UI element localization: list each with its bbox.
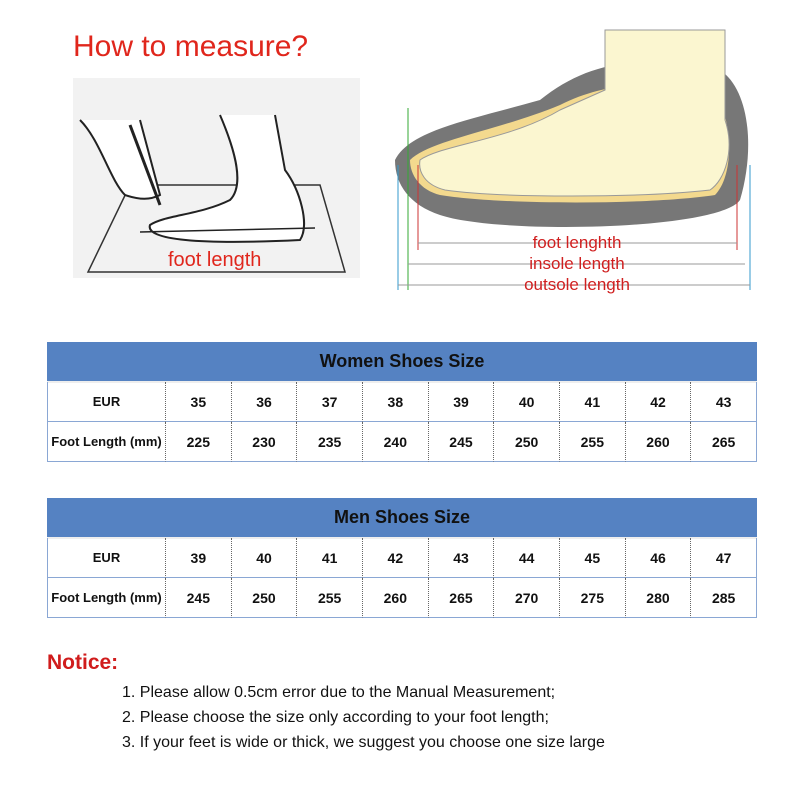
pencil — [128, 124, 162, 206]
table-cell: 280 — [625, 578, 692, 618]
foot-drawing — [148, 114, 305, 243]
table-cell: 275 — [560, 578, 626, 618]
table-cell: 41 — [560, 382, 626, 422]
notice-item: 3. If your feet is wide or thick, we sug… — [122, 734, 605, 751]
table-cell: 225 — [166, 422, 232, 462]
table-cell: 235 — [297, 422, 363, 462]
table-cell: 47 — [691, 538, 757, 578]
table-cell: 46 — [625, 538, 692, 578]
table-cell: 42 — [625, 382, 692, 422]
table-cell: EUR — [47, 382, 166, 422]
measure-label: insole length — [529, 254, 624, 273]
table-cell: 245 — [428, 422, 495, 462]
table-title: Men Shoes Size — [47, 498, 757, 539]
table-cell: 41 — [297, 538, 363, 578]
table-cell: 45 — [560, 538, 626, 578]
table-cell: 36 — [231, 382, 298, 422]
left-label: foot length — [168, 249, 261, 271]
measure-line — [139, 227, 316, 233]
table-cell: 255 — [297, 578, 363, 618]
table-cell: 43 — [691, 382, 757, 422]
hand-drawing — [79, 119, 162, 200]
table-cell: 265 — [691, 422, 757, 462]
table-cell: 245 — [166, 578, 232, 618]
table-cell: 38 — [363, 382, 429, 422]
notice-title: Notice: — [47, 651, 119, 674]
table-cell: 40 — [231, 538, 298, 578]
table-cell: 39 — [166, 538, 232, 578]
notice-item: 1. Please allow 0.5cm error due to the M… — [122, 684, 556, 701]
table-cell: 260 — [625, 422, 692, 462]
table-cell: 285 — [691, 578, 757, 618]
measure-label: outsole length — [524, 275, 630, 294]
table-title: Women Shoes Size — [47, 342, 757, 383]
table-cell: 37 — [297, 382, 363, 422]
table-cell: 42 — [363, 538, 429, 578]
table-cell: 43 — [428, 538, 495, 578]
title: How to measure? — [73, 30, 309, 63]
table-cell: 35 — [166, 382, 232, 422]
table-cell: 240 — [363, 422, 429, 462]
notice-item: 2. Please choose the size only according… — [122, 709, 549, 726]
table-cell: 250 — [231, 578, 298, 618]
foot — [419, 29, 730, 197]
table-cell: Foot Length (mm) — [47, 578, 166, 618]
table-cell: 39 — [428, 382, 495, 422]
table-cell: 255 — [560, 422, 626, 462]
table-cell: 250 — [494, 422, 560, 462]
table-cell: Foot Length (mm) — [47, 422, 166, 462]
measure-label: foot lenghth — [533, 233, 622, 252]
table-cell: 270 — [494, 578, 560, 618]
table-cell: 44 — [494, 538, 560, 578]
table-cell: 260 — [363, 578, 429, 618]
table-cell: 40 — [494, 382, 560, 422]
table-cell: 265 — [428, 578, 495, 618]
table-cell: 230 — [231, 422, 298, 462]
table-cell: EUR — [47, 538, 166, 578]
paper — [86, 184, 346, 273]
illustration: foot length foot lenghth insole length out… — [73, 29, 751, 294]
